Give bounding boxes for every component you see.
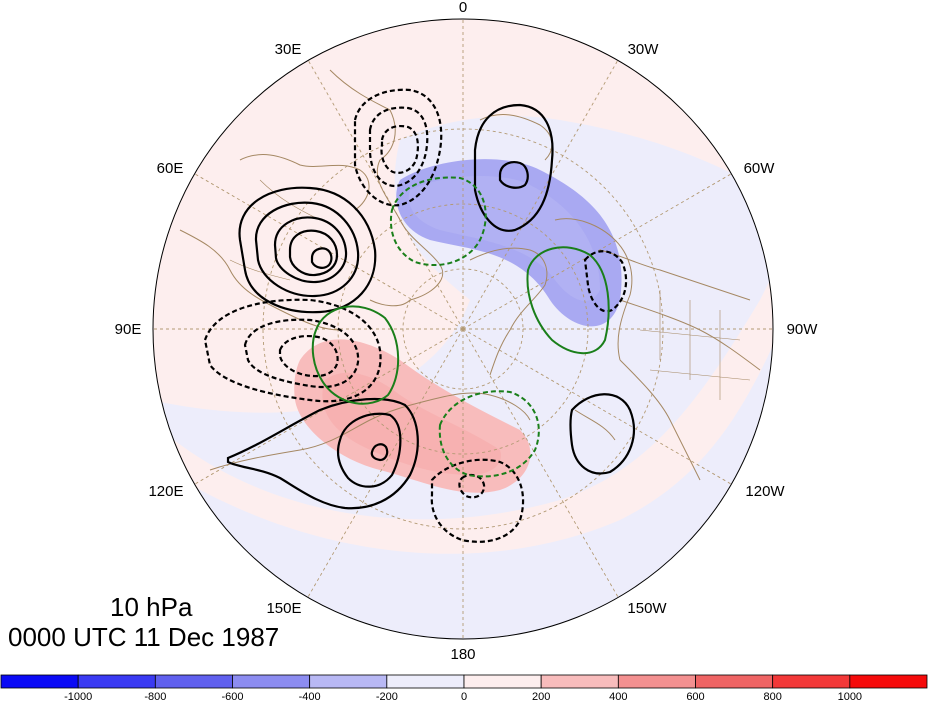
lon-label-30w: 30W — [628, 41, 660, 58]
lon-label-30e: 30E — [275, 41, 302, 58]
lon-label-60w: 60W — [744, 160, 776, 177]
longitude-labels: 0 30W 60W 90W 120W 150W 180 150E 120E 90… — [115, 0, 819, 663]
colorbar-tick-label: -400 — [299, 691, 321, 702]
colorbar-tick-label: 0 — [461, 691, 467, 702]
colorbar-tick-label: 200 — [532, 691, 550, 702]
lon-label-90w: 90W — [787, 321, 819, 338]
lon-label-0: 0 — [459, 0, 467, 16]
plot-level-title: 10 hPa — [110, 592, 193, 622]
colorbar-swatch — [309, 674, 388, 689]
colorbar-swatch — [695, 674, 774, 689]
colorbar-tick-label: 800 — [763, 691, 781, 702]
colorbar-tick-label: -1000 — [64, 691, 92, 702]
colorbar-tick-label: 1000 — [838, 691, 862, 702]
lon-label-120e: 120E — [148, 483, 183, 500]
lon-label-180: 180 — [450, 646, 475, 663]
meridian-lines — [153, 19, 773, 639]
map-disk — [153, 19, 773, 639]
lon-label-90e: 90E — [115, 321, 142, 338]
colorbar-tick-label: 600 — [686, 691, 704, 702]
colorbar-swatch — [154, 674, 233, 689]
map-border — [152, 18, 774, 640]
colorbar-tick-label: -600 — [221, 691, 243, 702]
shading-light-negative-south — [153, 330, 773, 639]
lon-label-150w: 150W — [627, 600, 667, 617]
colorbar-swatch — [77, 674, 156, 689]
colorbar-swatch — [540, 674, 619, 689]
positive-contours — [226, 103, 635, 510]
coastlines — [179, 69, 761, 481]
green-contours — [311, 176, 610, 478]
colorbar-swatch — [232, 674, 311, 689]
colorbar-swatch — [772, 674, 851, 689]
colorbar-tick-label: -800 — [144, 691, 166, 702]
lon-label-120w: 120W — [745, 483, 785, 500]
colorbar: -1000 -800 -600 -400 -200 0 200 400 600 800 1000 — [0, 674, 928, 702]
lon-label-150e: 150E — [266, 600, 301, 617]
colorbar-swatch — [617, 674, 696, 689]
colorbar-swatch — [849, 674, 928, 689]
colorbar-tick-label: -200 — [376, 691, 398, 702]
colorbar-swatch — [463, 674, 542, 689]
colorbar-swatch — [0, 674, 79, 689]
negative-contours — [203, 88, 628, 543]
colorbar-swatch — [386, 674, 465, 689]
colorbar-tick-label: 400 — [609, 691, 627, 702]
plot-time-title: 0000 UTC 11 Dec 1987 — [8, 622, 280, 652]
lon-label-60e: 60E — [157, 160, 184, 177]
